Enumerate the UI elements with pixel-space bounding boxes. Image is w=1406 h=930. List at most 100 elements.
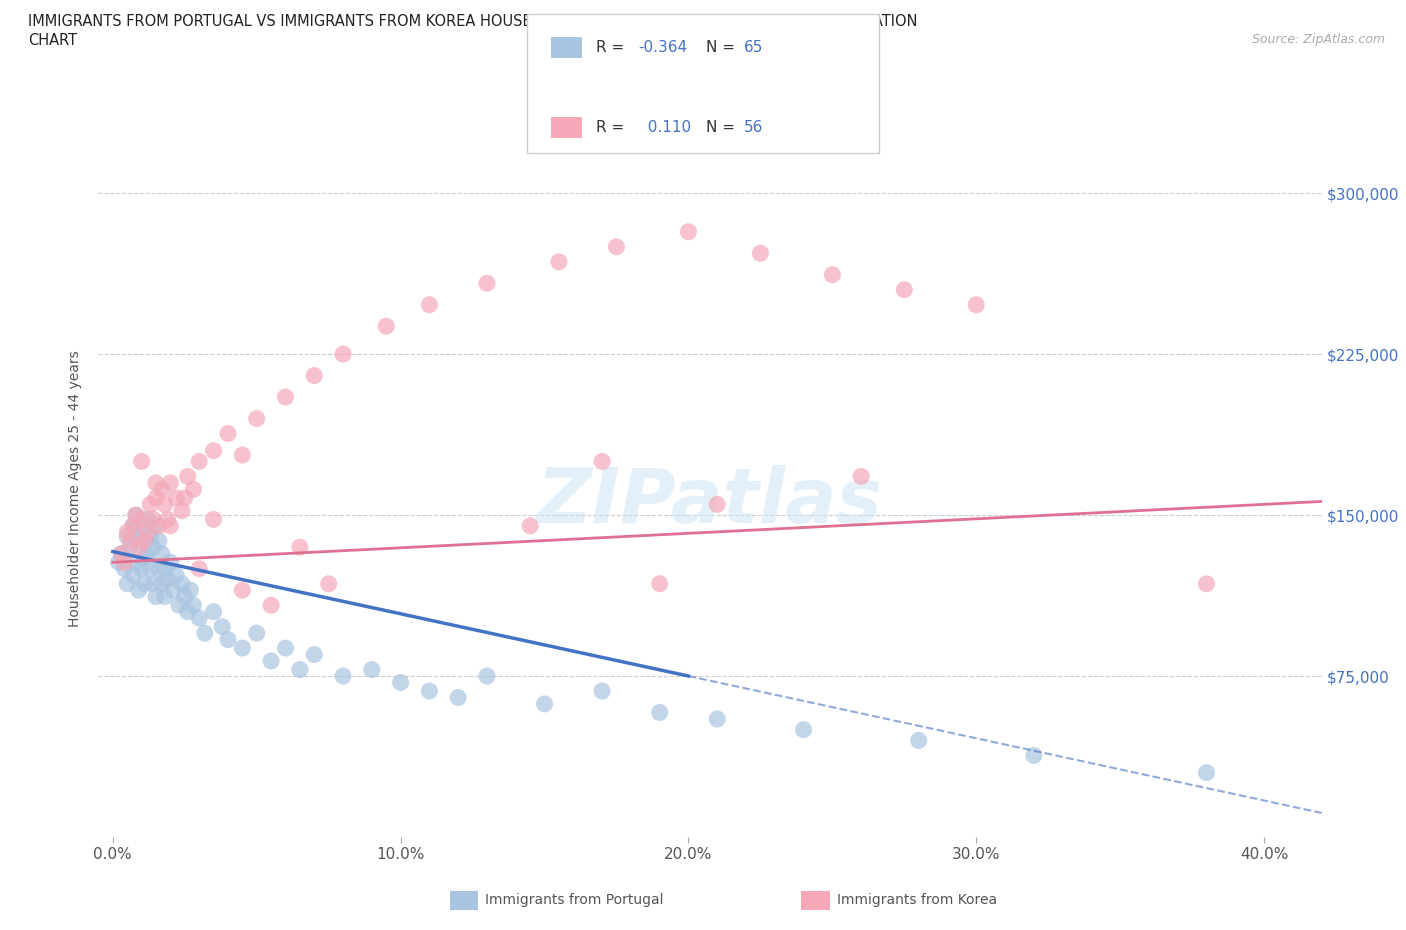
Point (142, 512, 165, 526)
Point (231, 447, 253, 462)
Point (231, 583, 253, 598)
Point (194, 626, 217, 641)
Point (1195, 765, 1218, 780)
Point (125, 508, 148, 523)
Point (176, 604, 198, 619)
Point (125, 508, 148, 523)
Point (332, 347, 354, 362)
Point (231, 641, 253, 656)
Point (142, 539, 165, 554)
Point (122, 567, 145, 582)
Point (274, 641, 297, 656)
Point (131, 512, 153, 526)
Point (202, 512, 225, 526)
Point (418, 298, 440, 312)
Point (153, 562, 176, 577)
Point (217, 426, 239, 441)
Point (548, 255, 571, 270)
Point (159, 518, 181, 533)
Point (162, 583, 184, 598)
Text: Immigrants from Portugal: Immigrants from Portugal (485, 893, 664, 908)
Point (202, 444, 225, 458)
Point (180, 583, 202, 598)
Point (139, 497, 162, 512)
Point (148, 534, 170, 549)
Point (183, 598, 205, 613)
Text: Immigrants from Korea: Immigrants from Korea (837, 893, 997, 908)
Point (318, 577, 340, 591)
Text: R =: R = (596, 40, 630, 55)
Point (115, 525, 138, 539)
Point (246, 626, 269, 641)
Point (153, 497, 176, 512)
Point (128, 534, 150, 549)
Point (159, 475, 181, 490)
Point (150, 546, 173, 561)
Point (150, 482, 173, 497)
Point (648, 577, 671, 591)
Point (418, 684, 440, 698)
Y-axis label: Householder Income Ages 25 - 44 years: Householder Income Ages 25 - 44 years (69, 350, 83, 627)
Point (136, 525, 159, 539)
Text: R =: R = (596, 120, 630, 135)
Point (150, 577, 173, 591)
Point (188, 562, 211, 577)
Point (110, 546, 132, 561)
Text: Source: ZipAtlas.com: Source: ZipAtlas.com (1251, 33, 1385, 46)
Point (128, 539, 150, 554)
Point (120, 539, 142, 554)
Point (211, 619, 233, 634)
Point (139, 562, 162, 577)
Point (907, 733, 929, 748)
Point (173, 490, 195, 505)
Point (110, 546, 132, 561)
Point (145, 475, 167, 490)
Point (304, 647, 326, 662)
Point (202, 604, 225, 619)
Text: 56: 56 (744, 120, 763, 135)
Point (1195, 577, 1218, 591)
Point (188, 611, 211, 626)
Point (821, 267, 844, 282)
Point (165, 567, 187, 582)
Point (749, 246, 772, 260)
Point (706, 711, 728, 726)
Point (288, 662, 311, 677)
Point (965, 298, 987, 312)
Point (165, 490, 187, 505)
Text: -0.364: -0.364 (638, 40, 688, 55)
Point (170, 503, 193, 518)
Point (533, 697, 555, 711)
Point (115, 529, 138, 544)
Point (139, 529, 162, 544)
Point (591, 684, 613, 698)
Point (145, 518, 167, 533)
Point (136, 512, 159, 526)
Point (107, 555, 129, 570)
Text: CHART: CHART (28, 33, 77, 47)
Point (156, 512, 179, 526)
Point (678, 224, 700, 239)
Point (136, 546, 159, 561)
Text: 65: 65 (744, 40, 763, 55)
Point (375, 319, 398, 334)
Point (170, 577, 193, 591)
Text: 0.110: 0.110 (638, 120, 692, 135)
Point (159, 555, 181, 570)
Point (134, 577, 156, 591)
Point (131, 454, 153, 469)
Point (648, 705, 671, 720)
Point (153, 590, 176, 604)
Point (188, 454, 211, 469)
Point (176, 469, 198, 484)
Point (793, 723, 815, 737)
Point (591, 454, 613, 469)
Point (134, 551, 156, 565)
Point (173, 590, 195, 604)
Point (260, 598, 283, 613)
Point (475, 276, 498, 291)
Text: IMMIGRANTS FROM PORTUGAL VS IMMIGRANTS FROM KOREA HOUSEHOLDER INCOME AGES 25 - 4: IMMIGRANTS FROM PORTUGAL VS IMMIGRANTS F… (28, 14, 918, 29)
Point (131, 525, 153, 539)
Point (288, 539, 311, 554)
Point (274, 390, 297, 405)
